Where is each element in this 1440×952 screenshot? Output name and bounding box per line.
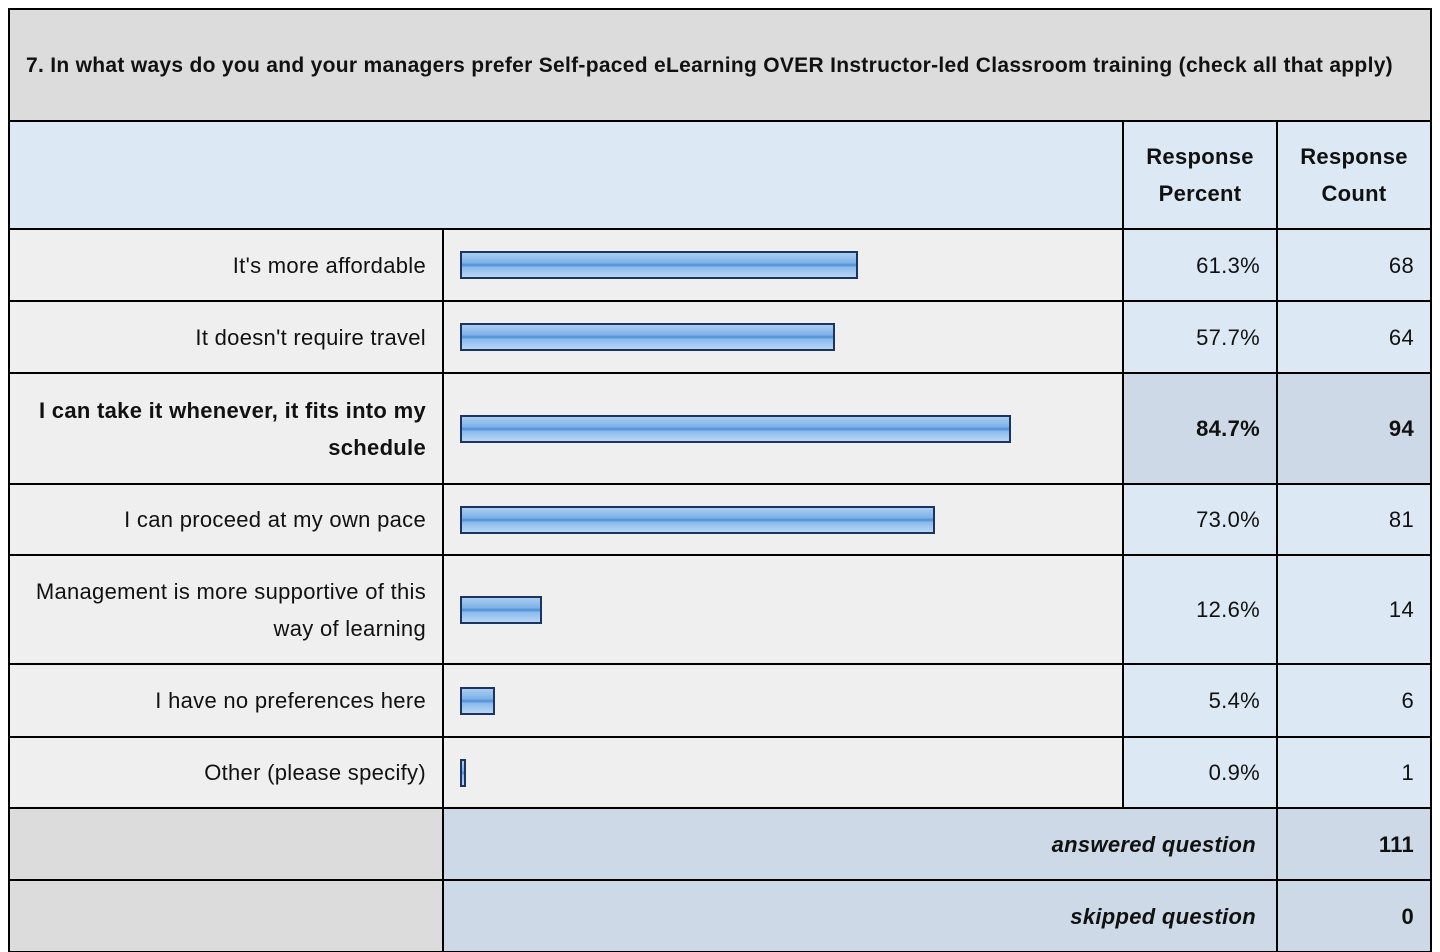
response-percent: 12.6%	[1124, 556, 1276, 663]
header-count: Response Count	[1278, 122, 1430, 228]
row-label: I can take it whenever, it fits into my …	[10, 374, 442, 483]
response-percent: 5.4%	[1124, 665, 1276, 736]
bar-cell	[444, 738, 1122, 807]
response-count: 81	[1278, 485, 1430, 554]
row-label: Other (please specify)	[10, 738, 442, 807]
footer-blank	[10, 881, 442, 951]
response-count: 64	[1278, 302, 1430, 372]
row-label: It doesn't require travel	[10, 302, 442, 372]
footer-blank	[10, 809, 442, 879]
bar	[460, 251, 859, 279]
footer-label: answered question	[444, 809, 1276, 879]
row-label: I can proceed at my own pace	[10, 485, 442, 554]
bar	[460, 595, 542, 624]
response-count: 68	[1278, 230, 1430, 300]
response-percent: 57.7%	[1124, 302, 1276, 372]
response-percent: 0.9%	[1124, 738, 1276, 807]
header-percent: Response Percent	[1124, 122, 1276, 228]
bar-cell	[444, 665, 1122, 736]
bar	[460, 323, 836, 351]
row-label: Management is more supportive of this wa…	[10, 556, 442, 663]
response-count: 1	[1278, 738, 1430, 807]
bar	[460, 505, 935, 534]
footer-count: 0	[1278, 881, 1430, 951]
header-blank	[10, 122, 1122, 228]
response-percent: 73.0%	[1124, 485, 1276, 554]
response-percent: 84.7%	[1124, 374, 1276, 483]
bar	[460, 686, 496, 715]
row-label: I have no preferences here	[10, 665, 442, 736]
bar-cell	[444, 556, 1122, 663]
response-percent: 61.3%	[1124, 230, 1276, 300]
bar	[460, 414, 1011, 443]
bar	[460, 758, 466, 787]
question-title: 7. In what ways do you and your managers…	[10, 10, 1430, 120]
row-label: It's more affordable	[10, 230, 442, 300]
response-count: 6	[1278, 665, 1430, 736]
response-count: 94	[1278, 374, 1430, 483]
footer-label: skipped question	[444, 881, 1276, 951]
response-count: 14	[1278, 556, 1430, 663]
footer-count: 111	[1278, 809, 1430, 879]
